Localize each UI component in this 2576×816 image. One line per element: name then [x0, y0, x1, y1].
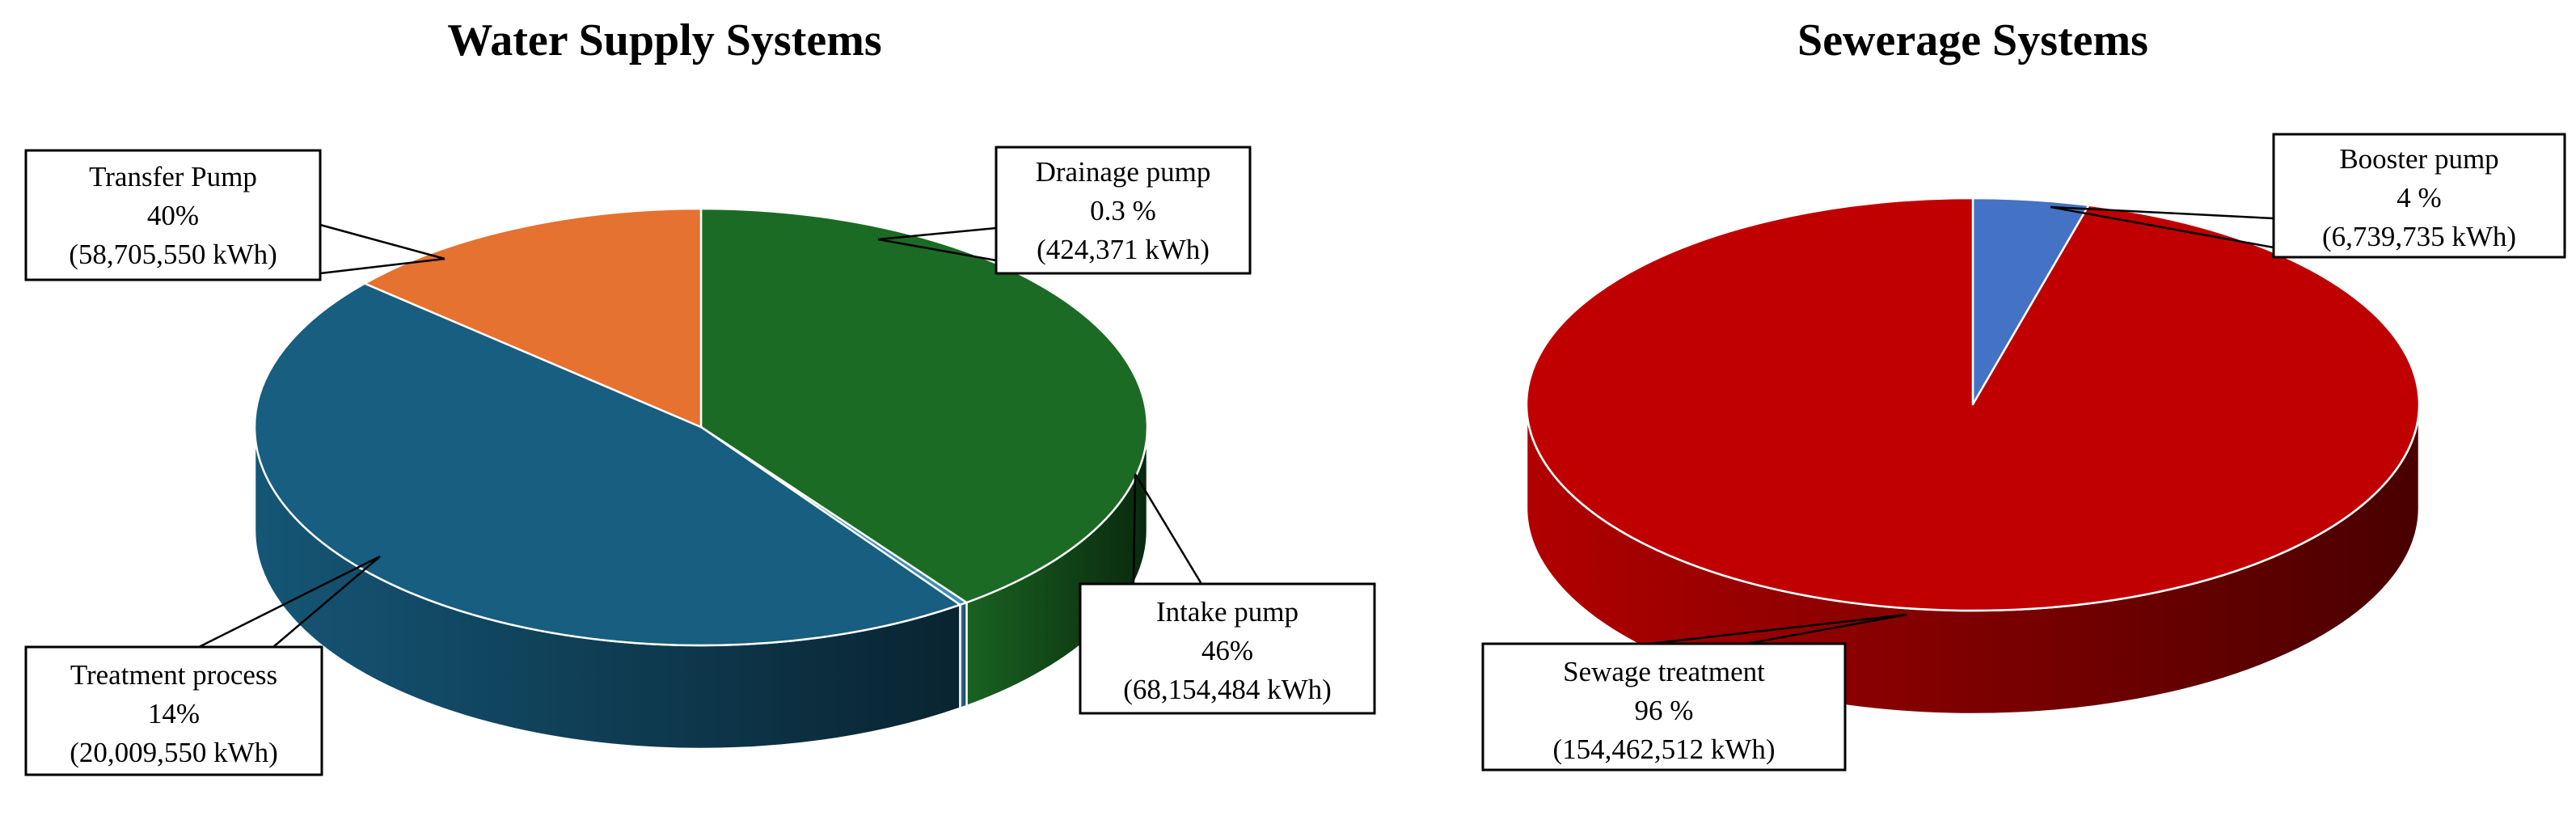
- callout-intake-pump: Intake pump 46% (68,154,484 kWh): [1079, 473, 1376, 715]
- leader-line-intake-pump-b: [1134, 473, 1203, 585]
- label-booster-pump-name: Booster pump: [2339, 143, 2498, 175]
- label-booster-pump-percent: 4 %: [2397, 182, 2441, 214]
- callout-box-treatment-process: [24, 645, 323, 776]
- label-sewage-treatment-energy: (154,462,512 kWh): [1552, 734, 1775, 765]
- label-drainage-pump-percent: 0.3 %: [1090, 195, 1156, 226]
- sewerage-callouts: Booster pump 4 % (6,739,735 kWh) Sewage …: [1481, 133, 2566, 772]
- water-supply-chart: Water Supply Systems Transfer Pump 40% (…: [24, 15, 1376, 776]
- sewerage-chart: Sewerage Systems Booster pump 4 % (6,739…: [1481, 15, 2566, 772]
- water-supply-title: Water Supply Systems: [447, 15, 881, 66]
- water-supply-pie: [253, 207, 1149, 750]
- callout-drainage-pump: Drainage pump 0.3 % (424,371 kWh): [877, 146, 1252, 275]
- pie-slice-treatment-process: [363, 207, 703, 429]
- label-intake-pump-energy: (68,154,484 kWh): [1123, 674, 1332, 705]
- callout-box-transfer-pump: [24, 149, 322, 281]
- leader-line-drainage-pump-b: [877, 238, 997, 262]
- leader-line-transfer-pump-b: [319, 257, 446, 275]
- leader-line-drainage-pump: [877, 226, 997, 241]
- pie-slice-intake-pump: [253, 282, 961, 647]
- label-drainage-pump-energy: (424,371 kWh): [1037, 234, 1210, 265]
- callout-treatment-process: Treatment process 14% (20,009,550 kWh): [24, 555, 381, 776]
- leader-line-treatment-process: [198, 555, 381, 649]
- leader-line-sewage-treatment: [1649, 613, 1907, 645]
- label-treatment-process-percent: 14%: [148, 698, 200, 729]
- label-drainage-pump-name: Drainage pump: [1036, 156, 1211, 188]
- label-intake-pump-percent: 46%: [1201, 635, 1253, 666]
- pie-slice-sewage-treatment: [1525, 197, 2421, 612]
- sewerage-pie: [1525, 197, 2421, 716]
- leader-line-intake-pump: [1132, 473, 1137, 585]
- leader-line-treatment-process-b: [272, 556, 381, 648]
- leader-line-transfer-pump: [319, 223, 446, 260]
- label-intake-pump-name: Intake pump: [1156, 596, 1299, 628]
- leader-line-booster-pump: [2050, 205, 2274, 220]
- label-booster-pump-energy: (6,739,735 kWh): [2322, 221, 2516, 252]
- leader-line-booster-pump-b: [2050, 205, 2274, 249]
- label-treatment-process-energy: (20,009,550 kWh): [70, 737, 278, 768]
- pie-slice-transfer-pump: [699, 207, 1149, 604]
- label-treatment-process-name: Treatment process: [70, 659, 277, 691]
- label-transfer-pump-name: Transfer Pump: [89, 161, 257, 192]
- callout-transfer-pump: Transfer Pump 40% (58,705,550 kWh): [24, 149, 446, 281]
- label-sewage-treatment-percent: 96 %: [1635, 695, 1694, 726]
- callout-sewage-treatment: Sewage treatment 96 % (154,462,512 kWh): [1481, 613, 1907, 772]
- label-transfer-pump-percent: 40%: [147, 200, 199, 231]
- sewerage-title: Sewerage Systems: [1797, 15, 2148, 66]
- water-supply-callouts: Transfer Pump 40% (58,705,550 kWh) Drain…: [24, 146, 1376, 776]
- callout-box-drainage-pump: [995, 146, 1252, 275]
- leader-line-sewage-treatment-b: [1746, 613, 1907, 645]
- callout-box-intake-pump: [1079, 582, 1376, 715]
- callout-box-booster-pump: [2272, 133, 2566, 259]
- label-sewage-treatment-name: Sewage treatment: [1563, 656, 1765, 687]
- label-transfer-pump-energy: (58,705,550 kWh): [69, 239, 277, 270]
- callout-booster-pump: Booster pump 4 % (6,739,735 kWh): [2050, 133, 2566, 259]
- callout-box-sewage-treatment: [1481, 642, 1847, 772]
